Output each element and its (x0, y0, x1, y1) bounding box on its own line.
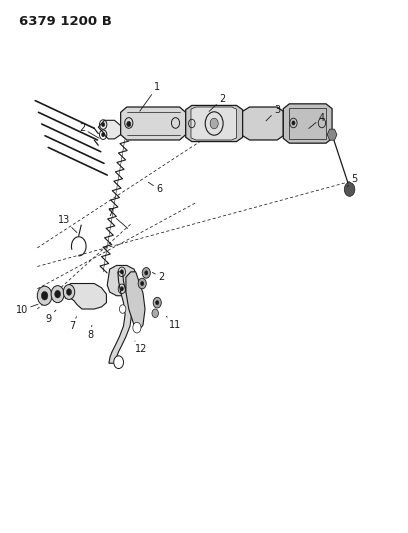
Text: 5: 5 (347, 174, 357, 187)
Circle shape (102, 133, 105, 137)
Text: 11: 11 (166, 317, 182, 330)
Circle shape (114, 356, 124, 368)
Polygon shape (109, 272, 132, 364)
Text: 2: 2 (79, 123, 99, 138)
Circle shape (41, 292, 48, 300)
Circle shape (138, 278, 146, 289)
Polygon shape (327, 129, 337, 140)
Circle shape (127, 122, 131, 127)
Text: 10: 10 (16, 304, 38, 315)
Circle shape (133, 322, 141, 333)
Text: 3: 3 (266, 104, 280, 121)
Circle shape (102, 123, 105, 127)
Polygon shape (243, 107, 283, 140)
Polygon shape (121, 107, 186, 140)
Circle shape (37, 286, 52, 305)
Circle shape (55, 290, 60, 298)
Circle shape (142, 268, 150, 278)
Text: 2: 2 (152, 272, 164, 282)
Circle shape (210, 118, 218, 129)
Polygon shape (66, 284, 106, 309)
Polygon shape (283, 104, 332, 143)
Polygon shape (107, 265, 137, 296)
Polygon shape (98, 120, 121, 139)
Circle shape (67, 289, 71, 295)
Circle shape (344, 182, 355, 196)
Polygon shape (186, 106, 243, 142)
Circle shape (120, 270, 124, 274)
Circle shape (63, 285, 75, 300)
Text: 6379 1200 B: 6379 1200 B (19, 15, 112, 28)
Text: 7: 7 (107, 208, 128, 228)
Circle shape (51, 286, 64, 303)
Circle shape (120, 287, 124, 291)
Circle shape (153, 297, 161, 308)
Circle shape (144, 271, 148, 275)
Text: 7: 7 (69, 317, 77, 331)
Polygon shape (191, 107, 237, 140)
Circle shape (155, 301, 159, 305)
Circle shape (120, 305, 126, 313)
Text: 9: 9 (46, 310, 56, 324)
Text: 13: 13 (58, 215, 77, 232)
Text: 8: 8 (87, 325, 93, 340)
Text: 6: 6 (148, 182, 162, 195)
Text: 12: 12 (135, 341, 147, 354)
Circle shape (141, 281, 144, 286)
Text: 1: 1 (140, 82, 160, 111)
Text: 4: 4 (309, 112, 325, 128)
Polygon shape (126, 272, 145, 330)
Circle shape (152, 309, 158, 318)
Text: 2: 2 (209, 94, 226, 111)
Circle shape (292, 121, 295, 125)
